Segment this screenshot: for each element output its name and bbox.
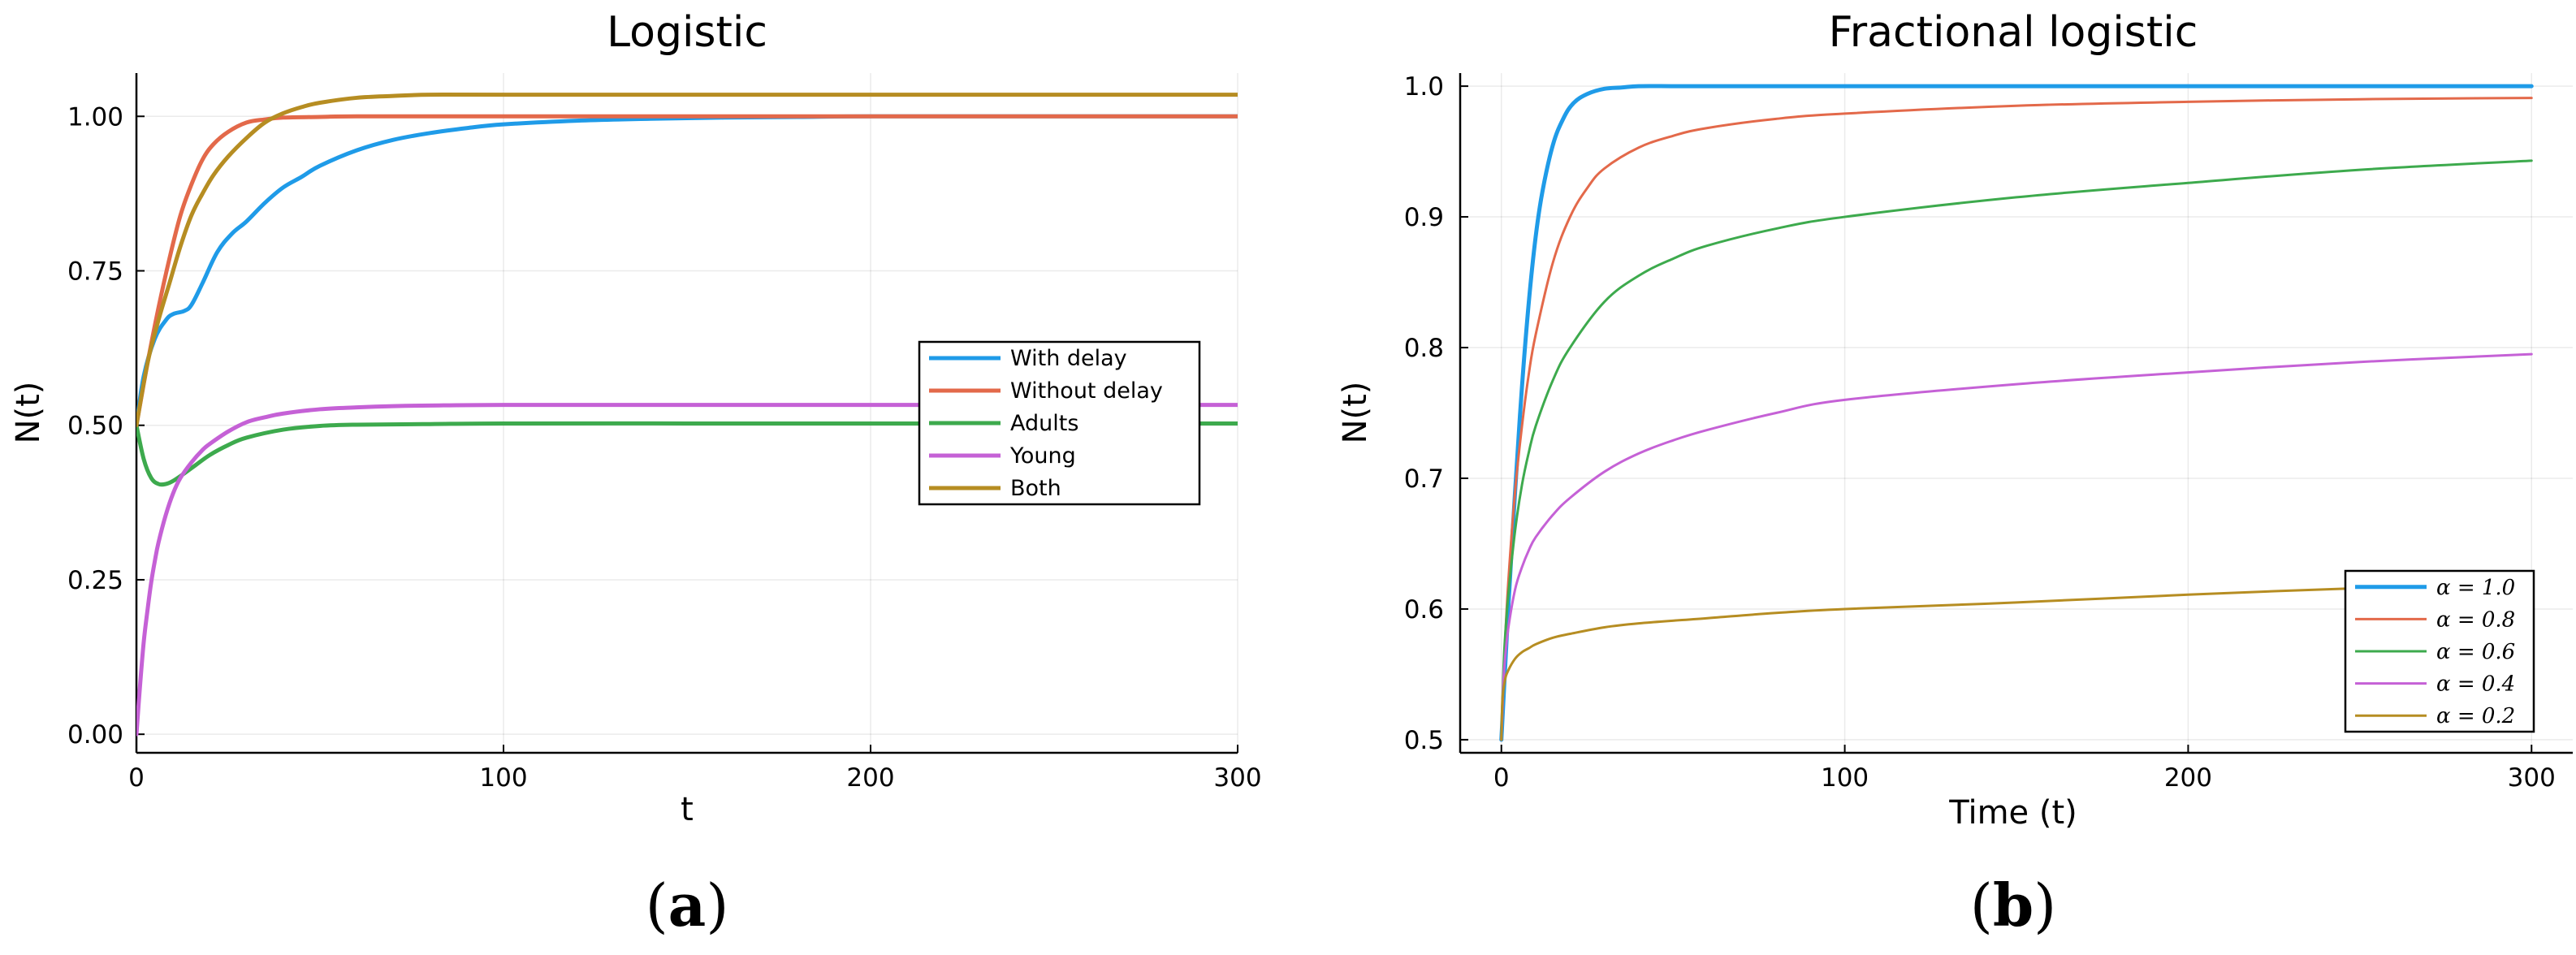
panel-b-series-line-2 [1500,159,2533,741]
panel-a-series-line-3 [136,403,1238,737]
panel-a-series-line-4 [136,93,1238,428]
panel-b-ytick-label: 0.7 [1404,465,1444,494]
panel-b-series-line-1 [1500,97,2533,741]
panel-b-ytick-label: 1.0 [1404,72,1444,102]
panel-a-legend-label: Without delay [1010,378,1163,404]
panel-a-legend-label: Adults [1010,411,1078,436]
panel-b-ylabel: N(t) [1337,382,1374,444]
panel-b-legend-label: α = 0.6 [2436,640,2515,664]
panel-a-series-line-1 [136,114,1238,428]
panel-b-xtick-label: 0 [1493,763,1510,793]
panel-b-caption-letter: b [1993,871,2034,940]
panel-a-ylabel: N(t) [10,382,47,444]
panel-b-xtick-label: 100 [1821,763,1869,793]
panel-a-caption-label: (a) [646,871,729,940]
panel-b-legend-label: α = 1.0 [2436,576,2515,600]
panel-b-plot-area: 0 100 200 300 0.5 0.6 0.7 0.8 0.9 1.0 [1404,72,2573,793]
panel-b-legend-label: α = 0.8 [2436,607,2515,632]
panel-b-ytick-label: 0.9 [1404,203,1444,232]
panel-b-title: Fractional logistic [1829,8,2198,57]
panel-a-legend-label: With delay [1010,346,1127,371]
panel-b-ytick-label: 0.6 [1404,595,1444,624]
panel-b-legend: α = 1.0 α = 0.8 α = 0.6 α = 0.4 α = 0.2 [2344,569,2535,733]
panel-b-ytick-label: 0.8 [1404,334,1444,363]
panel-b-caption-label: (b) [1970,871,2057,940]
panel-a-legend-label: Both [1010,476,1061,501]
panel-a-title: Logistic [607,8,767,57]
panel-a-ytick-label: 0.75 [67,257,123,286]
panel-b-legend-label: α = 0.4 [2436,672,2515,697]
panel-a-ytick-label: 0.50 [67,412,123,441]
panel-b-series-line-3 [1500,352,2533,741]
panel-a-xtick-label: 200 [846,763,894,793]
panel-a-legend: With delay Without delay Adults Young Both [918,340,1201,506]
panel-a-legend-label: Young [1009,443,1076,469]
panel-a-series-line-2 [136,421,1238,487]
panel-b-xtick-label: 200 [2164,763,2212,793]
panel-a-ytick-label: 0.00 [67,720,123,750]
panel-a-xtick-label: 300 [1213,763,1261,793]
panel-b-xlabel: Time (t) [1948,794,2077,832]
panel-b-ytick-label: 0.5 [1404,726,1444,755]
panel-a-ytick-label: 1.00 [67,102,123,132]
panel-a-xlabel: t [681,791,694,828]
panel-b-legend-label: α = 0.2 [2436,704,2515,728]
panel-a-ytick-label: 0.25 [67,566,123,595]
panel-a-logistic: Logistic t N(t) 0 100 200 300 0.00 0.25 0.50 0.… [10,8,1262,940]
panel-a-xtick-label: 0 [128,763,145,793]
panel-b-fractional-logistic: Fractional logistic Time (t) N(t) 0 100 20… [1337,8,2573,940]
panel-b-series-line-0 [1499,84,2534,742]
panel-a-xtick-label: 100 [479,763,527,793]
panel-b-xtick-label: 300 [2508,763,2556,793]
panel-b-series-line-4 [1500,581,2533,741]
panel-a-caption-letter: a [668,871,707,940]
